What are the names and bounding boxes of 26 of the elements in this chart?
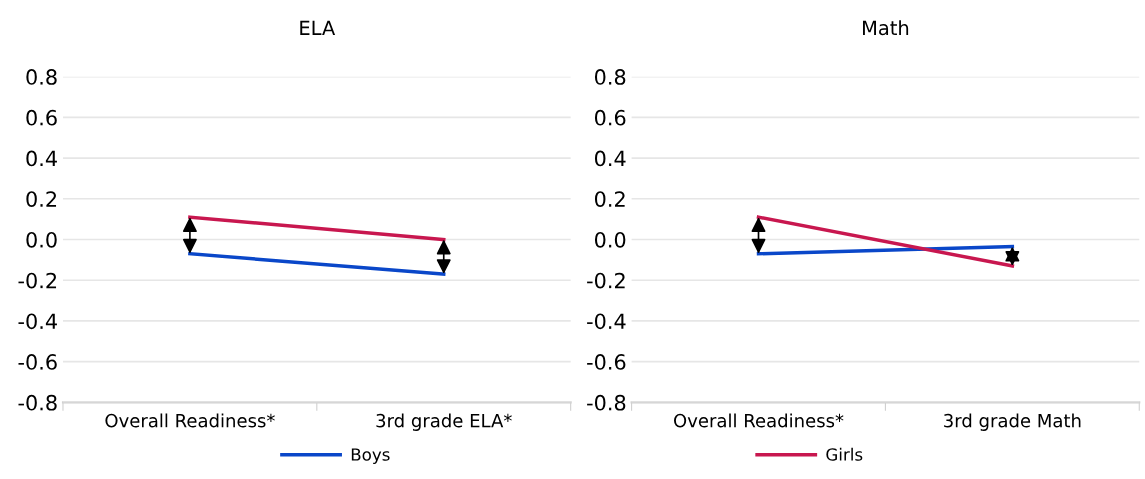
- y-tick-label: 0.4: [594, 150, 626, 167]
- x-tick-label: 3rd grade Math: [944, 413, 1081, 431]
- y-tick-label: -0.8: [18, 394, 57, 411]
- legend-label: Boys: [351, 448, 390, 464]
- y-tick-label: -0.2: [18, 272, 57, 289]
- y-tick-label: -0.6: [587, 354, 626, 370]
- y-tick-label: 0.4: [26, 150, 57, 167]
- y-tick-label: -0.2: [587, 272, 625, 289]
- y-tick-label: -0.4: [587, 313, 626, 330]
- y-tick-label: -0.8: [587, 394, 626, 411]
- legend-label: Girls: [826, 447, 863, 461]
- x-tick-label: Overall Readiness*: [674, 413, 844, 428]
- chart-title: Math: [863, 20, 909, 36]
- y-tick-label: 0.6: [594, 109, 626, 126]
- x-tick-label: Overall Readiness*: [105, 413, 275, 428]
- y-tick-label: 0.2: [594, 191, 625, 207]
- x-tick-label: 3rd grade ELA*: [376, 413, 512, 431]
- y-tick-label: -0.4: [18, 313, 57, 330]
- y-tick-label: 0.8: [26, 69, 57, 85]
- y-tick-label: 0.0: [594, 231, 626, 248]
- y-tick-label: 0.2: [26, 191, 57, 207]
- y-tick-label: 0.8: [594, 69, 626, 85]
- y-tick-label: -0.6: [18, 354, 57, 370]
- chart-title: ELA: [300, 20, 336, 35]
- y-tick-label: 0.0: [26, 231, 57, 248]
- y-tick-label: 0.6: [26, 109, 57, 126]
